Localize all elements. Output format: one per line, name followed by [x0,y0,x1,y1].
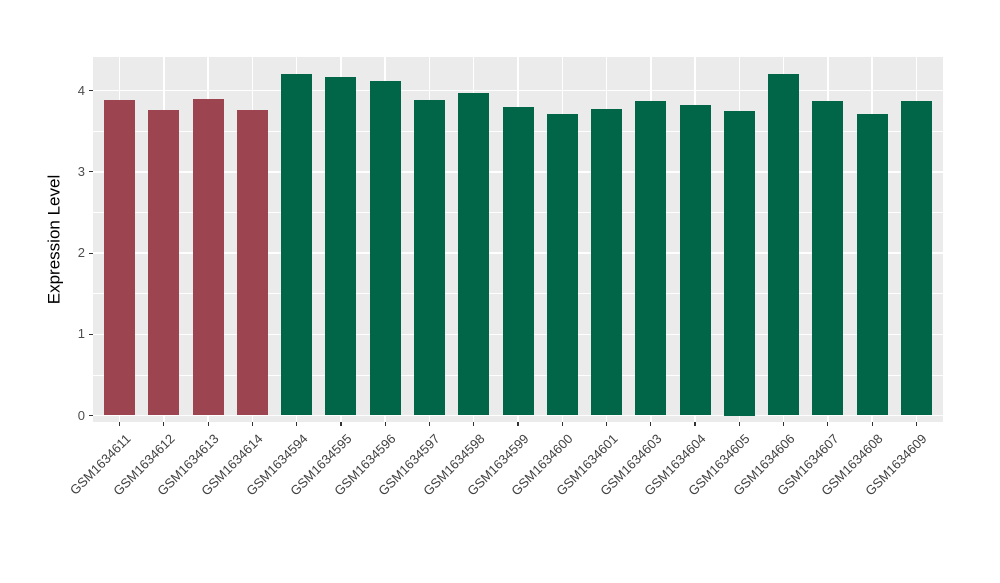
y-tick-mark [89,414,93,417]
x-tick-mark [561,422,563,426]
x-tick-mark [473,422,475,426]
y-tick-mark [89,333,93,335]
x-tick-mark [296,422,298,426]
y-tick-label: 2 [77,245,85,261]
y-tick-label: 0 [77,407,85,423]
bar-GSM1634603 [635,101,667,416]
bar-GSM1634598 [458,93,490,416]
bar-GSM1634608 [856,114,888,416]
x-tick-mark [738,422,740,426]
y-axis-title: Expression Level [44,174,64,305]
bar-GSM1634613 [192,98,224,416]
x-tick-mark [163,422,165,426]
bar-GSM1634600 [546,114,578,416]
x-tick-mark [827,422,829,426]
y-tick-mark [89,252,93,254]
x-tick-mark [207,422,209,426]
x-tick-mark [694,422,696,426]
bar-GSM1634604 [679,105,711,416]
bar-GSM1634605 [723,111,755,416]
y-tick-label: 4 [77,82,85,98]
x-tick-mark [118,422,121,426]
x-tick-label: GSM1634611 [66,431,134,498]
bar-GSM1634614 [236,110,268,416]
x-tick-mark [340,422,342,426]
x-tick-mark [915,422,918,426]
bar-GSM1634597 [413,100,445,416]
y-tick-mark [89,90,93,92]
bar-GSM1634612 [148,110,180,416]
bar-GSM1634606 [768,73,800,416]
x-tick-mark [650,422,652,426]
y-tick-label: 1 [77,326,85,342]
x-tick-mark [517,422,519,426]
x-tick-mark [605,422,608,426]
bar-GSM1634607 [812,101,844,416]
bar-GSM1634609 [900,101,932,416]
y-tick-label: 3 [77,163,85,179]
bar-GSM1634596 [369,80,401,416]
x-tick-mark [384,422,386,426]
y-tick-mark [89,171,93,173]
bar-GSM1634611 [104,100,136,416]
x-tick-mark [783,422,785,426]
bar-GSM1634595 [325,76,357,416]
x-tick-mark [871,422,873,426]
bar-GSM1634594 [281,73,313,416]
plot-panel [93,57,943,422]
x-tick-mark [428,422,431,426]
x-tick-mark [251,422,253,426]
bar-GSM1634601 [591,108,623,416]
bar-GSM1634599 [502,106,534,416]
